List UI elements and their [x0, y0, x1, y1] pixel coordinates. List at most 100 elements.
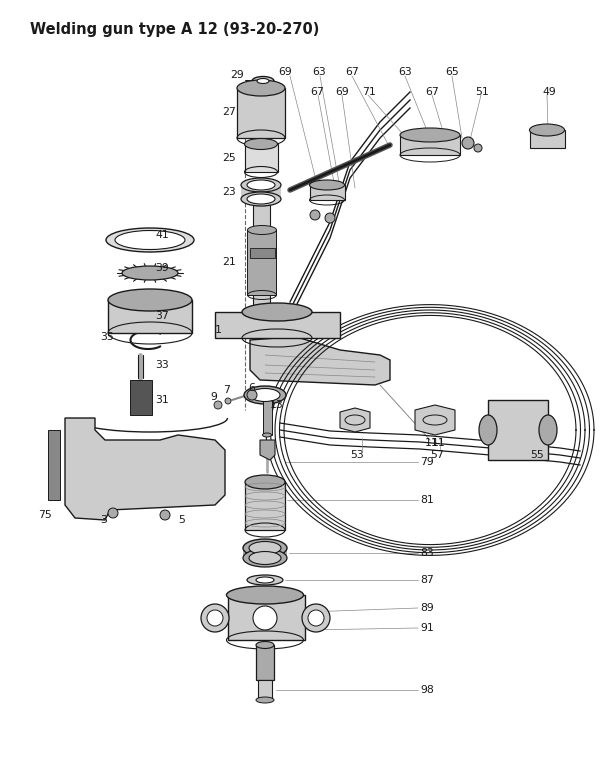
- Polygon shape: [245, 144, 278, 172]
- Polygon shape: [530, 130, 565, 148]
- Text: 6: 6: [248, 383, 255, 393]
- Text: 11: 11: [432, 438, 446, 448]
- Text: 37: 37: [155, 311, 169, 321]
- Ellipse shape: [257, 79, 269, 83]
- Ellipse shape: [241, 178, 281, 192]
- Circle shape: [302, 604, 330, 632]
- Text: 57: 57: [430, 450, 443, 460]
- Ellipse shape: [115, 230, 185, 250]
- Text: 49: 49: [542, 87, 556, 97]
- Text: 87: 87: [420, 575, 434, 585]
- Polygon shape: [415, 405, 455, 435]
- Polygon shape: [237, 88, 285, 138]
- Ellipse shape: [247, 194, 275, 204]
- Polygon shape: [241, 185, 281, 199]
- Text: 35: 35: [100, 332, 114, 342]
- Circle shape: [253, 606, 277, 630]
- Text: 27: 27: [222, 107, 236, 117]
- Circle shape: [308, 610, 324, 626]
- Text: 83: 83: [420, 548, 434, 558]
- Text: 29: 29: [230, 70, 244, 80]
- Circle shape: [160, 510, 170, 520]
- Ellipse shape: [310, 180, 344, 190]
- Text: 33: 33: [155, 360, 169, 370]
- Polygon shape: [263, 395, 272, 435]
- Text: 11: 11: [425, 438, 439, 448]
- Ellipse shape: [249, 541, 281, 554]
- Ellipse shape: [247, 575, 283, 585]
- Ellipse shape: [244, 386, 286, 404]
- Ellipse shape: [244, 139, 278, 149]
- Ellipse shape: [237, 80, 285, 96]
- Text: 67: 67: [310, 87, 324, 97]
- Ellipse shape: [241, 192, 281, 206]
- Text: 69: 69: [278, 67, 292, 77]
- Ellipse shape: [247, 180, 275, 190]
- Text: 91: 91: [420, 623, 434, 633]
- Text: 67: 67: [425, 87, 439, 97]
- Polygon shape: [258, 680, 272, 700]
- Text: 23: 23: [222, 187, 236, 197]
- Polygon shape: [400, 135, 460, 155]
- Circle shape: [310, 210, 320, 220]
- Text: 69: 69: [335, 87, 348, 97]
- Ellipse shape: [252, 76, 274, 86]
- Polygon shape: [48, 430, 60, 500]
- Text: 63: 63: [398, 67, 412, 77]
- Text: 75: 75: [38, 510, 52, 520]
- Polygon shape: [245, 482, 285, 530]
- Polygon shape: [108, 300, 192, 333]
- Text: 25: 25: [222, 153, 236, 163]
- Circle shape: [474, 144, 482, 152]
- Polygon shape: [488, 400, 548, 460]
- Ellipse shape: [249, 552, 281, 565]
- Ellipse shape: [256, 577, 274, 583]
- Ellipse shape: [247, 226, 276, 235]
- Text: 3: 3: [100, 515, 107, 525]
- Text: 13: 13: [270, 400, 284, 410]
- Text: 5: 5: [178, 515, 185, 525]
- Polygon shape: [215, 312, 340, 338]
- Ellipse shape: [250, 388, 280, 401]
- Text: 65: 65: [445, 67, 459, 77]
- Circle shape: [225, 398, 231, 404]
- Polygon shape: [253, 205, 270, 310]
- Ellipse shape: [539, 415, 557, 445]
- Circle shape: [201, 604, 229, 632]
- Text: 81: 81: [420, 495, 434, 505]
- Text: 7: 7: [223, 385, 230, 395]
- Ellipse shape: [479, 415, 497, 445]
- Text: 51: 51: [475, 87, 489, 97]
- Text: 79: 79: [420, 457, 434, 467]
- Text: 71: 71: [362, 87, 376, 97]
- Circle shape: [247, 390, 257, 400]
- Text: 89: 89: [420, 603, 434, 613]
- Text: 98: 98: [420, 685, 434, 695]
- Text: 21: 21: [222, 257, 236, 267]
- Circle shape: [462, 137, 474, 149]
- Ellipse shape: [226, 586, 304, 604]
- Text: 53: 53: [350, 450, 364, 460]
- Circle shape: [214, 401, 222, 409]
- Ellipse shape: [242, 303, 312, 321]
- Ellipse shape: [243, 549, 287, 567]
- Ellipse shape: [529, 124, 564, 136]
- Text: 1: 1: [215, 325, 222, 335]
- Text: 63: 63: [312, 67, 325, 77]
- Text: Welding gun type A 12 (93-20-270): Welding gun type A 12 (93-20-270): [30, 22, 319, 37]
- Ellipse shape: [122, 266, 178, 280]
- Ellipse shape: [245, 475, 285, 489]
- Circle shape: [108, 508, 118, 518]
- Ellipse shape: [263, 433, 272, 437]
- Polygon shape: [243, 548, 287, 558]
- Ellipse shape: [256, 641, 274, 649]
- Polygon shape: [130, 380, 152, 415]
- Polygon shape: [250, 248, 275, 258]
- Circle shape: [325, 213, 335, 223]
- Polygon shape: [247, 230, 276, 295]
- Polygon shape: [310, 185, 345, 200]
- Polygon shape: [65, 418, 225, 520]
- Text: 39: 39: [155, 263, 169, 273]
- Ellipse shape: [243, 539, 287, 557]
- Ellipse shape: [400, 128, 460, 142]
